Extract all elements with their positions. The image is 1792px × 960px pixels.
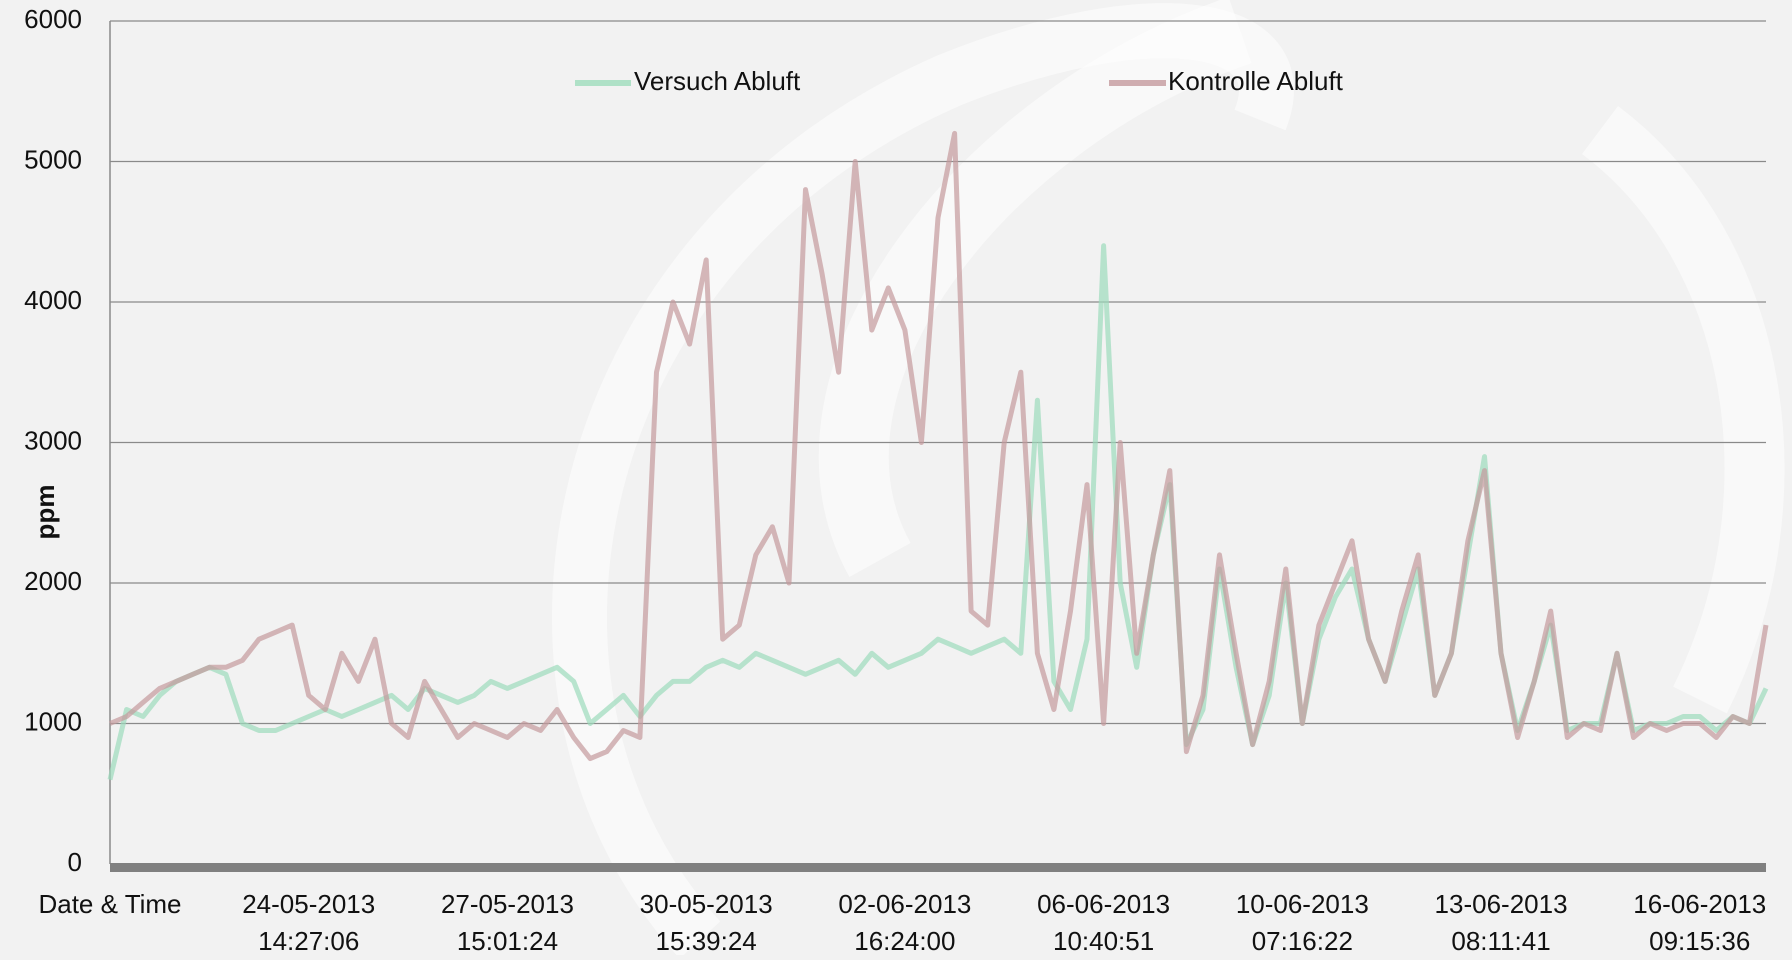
x-tick-label: 30-05-2013 15:39:24 xyxy=(639,889,773,956)
y-tick-label: 2000 xyxy=(24,566,82,596)
x-axis xyxy=(110,863,1766,872)
y-tick-label: 0 xyxy=(68,847,82,877)
y-tick-label: 1000 xyxy=(24,706,82,736)
x-tick-label: 06-06-2013 10:40:51 xyxy=(1037,889,1171,956)
y-axis-label: ppm xyxy=(30,485,60,540)
y-tick-label: 6000 xyxy=(24,4,82,34)
x-tick-label: 13-06-2013 08:11:41 xyxy=(1434,889,1568,956)
y-tick-label: 5000 xyxy=(24,144,82,174)
x-tick-label: Date & Time xyxy=(38,889,182,919)
x-tick-label: 02-06-2013 16:24:00 xyxy=(838,889,972,956)
x-tick-label: 24-05-2013 14:27:06 xyxy=(242,889,376,956)
series-line xyxy=(107,243,1769,781)
x-tick-label: 10-06-2013 07:16:22 xyxy=(1235,889,1369,956)
y-tick-label: 3000 xyxy=(24,425,82,455)
legend-label: Kontrolle Abluft xyxy=(1168,66,1344,96)
y-tick-label: 4000 xyxy=(24,285,82,315)
series-line xyxy=(109,130,1769,762)
x-tick-label: 16-06-2013 09:15:36 xyxy=(1633,889,1767,956)
legend-label: Versuch Abluft xyxy=(634,66,801,96)
x-tick-label: 27-05-2013 15:01:24 xyxy=(440,889,574,956)
